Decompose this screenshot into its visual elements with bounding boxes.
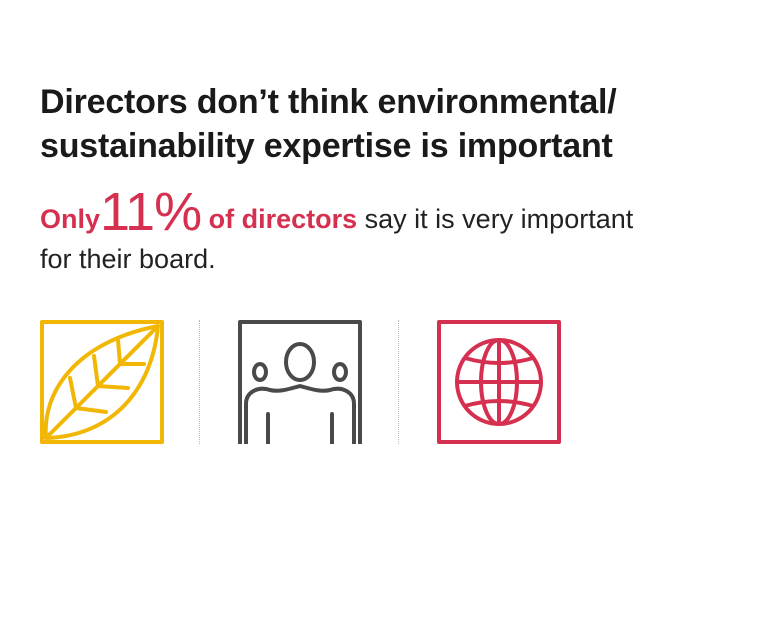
stat-rest-line-1: say it is very important [364,204,634,234]
stat-prefix: Only [40,204,101,234]
people-icon [238,320,362,444]
divider-2 [398,320,399,444]
divider-1 [199,320,200,444]
leaf-icon [40,320,164,444]
headline: Directors don’t think environmental/sust… [40,80,760,168]
globe-icon [437,320,561,444]
stat-number: 11% [100,182,202,242]
stat-rest-line-2: for their board. [40,244,216,274]
headline-line-2: sustainability expertise is important [40,127,613,165]
stat-statement: Only11% of directors say it is very impo… [40,185,740,279]
headline-line-1: Directors don’t think environmental/ [40,83,617,121]
stat-subject: of directors [208,204,358,234]
